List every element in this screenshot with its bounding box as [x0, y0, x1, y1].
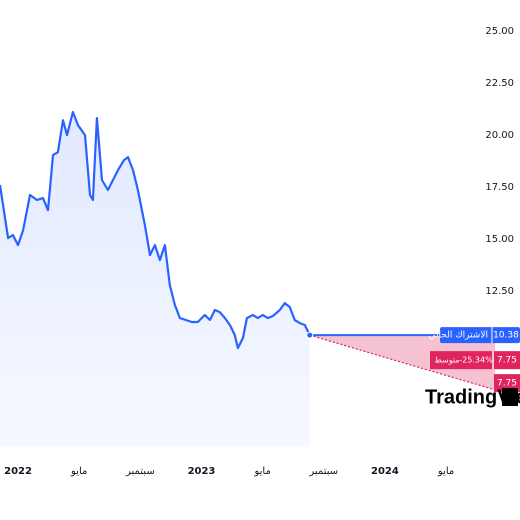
- forecast-value: 7.75: [497, 356, 517, 366]
- y-tick-label: 20.00: [485, 130, 514, 141]
- forecast-name: متوسط: [434, 356, 459, 365]
- current-value: 10.38: [493, 331, 519, 341]
- forecast-line: [309, 334, 496, 391]
- y-tick-label: 17.50: [485, 182, 514, 193]
- forecast-value-bg: [494, 351, 520, 370]
- area: [0, 112, 310, 447]
- logo: [502, 388, 518, 406]
- plot: 12.50 15.00 17.50 20.00 22.50 25.00 2022 مايو سب…: [0, 26, 520, 477]
- watermark: TradingView: [425, 386, 520, 408]
- forecast-label-bg: [430, 351, 492, 370]
- current-label: الاشتراك الحالي: [428, 331, 488, 341]
- price-line: [0, 111, 311, 350]
- x-tick-label: سبتمبر: [125, 466, 155, 477]
- x-tick-label: مايو: [70, 466, 87, 477]
- watermark-text: TradingView: [425, 386, 520, 408]
- forecast-value-bg: [494, 374, 520, 393]
- forecast-value: 7.75: [497, 379, 517, 389]
- x-tick-label: سبتمبر: [308, 466, 338, 477]
- x-tick-label: مايو: [437, 466, 454, 477]
- x-tick-label: 2024: [371, 466, 399, 477]
- current-point: [306, 331, 314, 339]
- y-tick-label: 25.00: [485, 26, 514, 37]
- x-tick-label: 2023: [188, 466, 216, 477]
- y-tick-label: 12.50: [485, 286, 514, 297]
- current-label-bg: [440, 327, 520, 344]
- x-tick-label: 2022: [4, 466, 32, 477]
- forecast-change: -25.34%: [459, 356, 493, 365]
- y-tick-label: 15.00: [485, 234, 514, 245]
- y-tick-label: 22.50: [485, 78, 514, 89]
- x-tick-label: مايو: [253, 466, 270, 477]
